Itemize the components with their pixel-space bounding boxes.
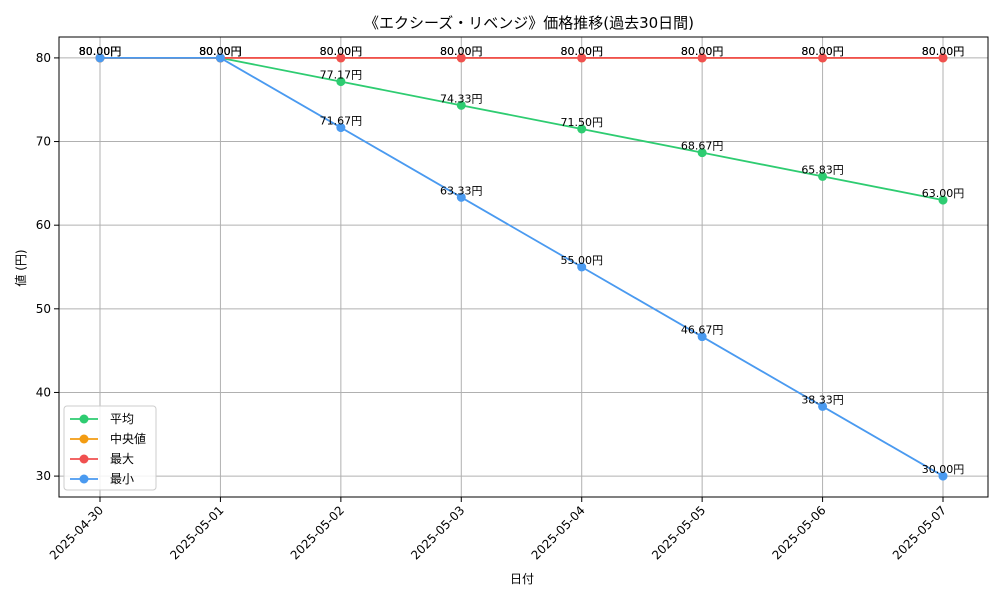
data-label: 80.00円	[199, 45, 242, 58]
data-label: 80.00円	[801, 45, 844, 58]
y-tick-label: 30	[36, 469, 51, 483]
y-tick-label: 70	[36, 135, 51, 149]
data-point	[697, 148, 707, 158]
data-label: 80.00円	[922, 45, 965, 58]
data-point	[577, 124, 587, 134]
x-axis-label: 日付	[510, 572, 534, 586]
data-point	[938, 471, 948, 481]
data-point	[456, 100, 466, 110]
series-3: 80.00円 80.00円 71.67円 63.33円 55.00円 46.67円 38.3…	[79, 45, 965, 481]
data-label: 80.00円	[922, 45, 965, 58]
data-label: 68.67円	[681, 140, 724, 153]
legend-marker	[79, 414, 89, 424]
y-axis-label: 値 (円)	[13, 249, 28, 286]
data-label: 80.00円	[801, 45, 844, 58]
series-line	[100, 57, 944, 201]
data-point	[577, 262, 587, 272]
data-point	[456, 53, 466, 63]
legend-box	[63, 405, 157, 491]
data-point	[938, 195, 948, 205]
data-label: 80.00円	[320, 45, 363, 58]
data-label: 63.00円	[922, 187, 965, 200]
data-label: 30.00円	[922, 463, 965, 476]
data-label: 80.00円	[560, 45, 603, 58]
data-label: 80.00円	[79, 45, 122, 58]
data-point	[697, 53, 707, 63]
data-label: 71.67円	[320, 115, 363, 128]
data-label: 80.00円	[440, 45, 483, 58]
legend-label: 平均	[110, 412, 134, 426]
legend-label: 中央値	[110, 431, 146, 446]
data-point	[697, 332, 707, 342]
series-layer: 80.00円 80.00円 77.17円 74.33円 71.50円 68.67円 65.8…	[79, 45, 965, 481]
data-label: 71.50円	[560, 116, 603, 129]
data-label: 80.00円	[320, 45, 363, 58]
data-point	[577, 53, 587, 63]
data-label: 80.00円	[79, 45, 122, 58]
data-point	[456, 192, 466, 202]
legend-marker	[79, 474, 89, 484]
data-label: 80.00円	[440, 45, 483, 58]
data-point	[336, 123, 346, 133]
chart-title: 《エクシーズ・リベンジ》価格推移(過去30日間)	[364, 14, 694, 32]
legend-marker	[79, 434, 89, 444]
legend-label: 最大	[110, 452, 134, 466]
data-point	[818, 53, 828, 63]
y-ticks: 30 40 50 60 70 80	[36, 51, 59, 483]
plot-frame	[58, 36, 989, 498]
data-label: 65.83円	[801, 163, 844, 176]
series-0: 80.00円 80.00円 77.17円 74.33円 71.50円 68.67円 65.8…	[79, 45, 965, 205]
y-tick-label: 60	[36, 218, 51, 232]
data-label: 77.17円	[320, 69, 363, 82]
data-point	[336, 77, 346, 87]
y-tick-label: 50	[36, 302, 51, 316]
data-label: 46.67円	[681, 324, 724, 337]
data-point	[215, 53, 225, 63]
legend-label: 最小	[110, 472, 134, 486]
data-label: 80.00円	[681, 45, 724, 58]
data-label: 80.00円	[199, 45, 242, 58]
data-point	[938, 53, 948, 63]
data-point	[336, 53, 346, 63]
data-label: 63.33円	[440, 184, 483, 197]
y-tick-label: 40	[36, 385, 51, 399]
data-label: 80.00円	[199, 45, 242, 58]
data-point	[818, 171, 828, 181]
legend-marker	[79, 454, 89, 464]
data-label: 80.00円	[199, 45, 242, 58]
data-point	[818, 401, 828, 411]
data-label: 55.00円	[560, 254, 603, 267]
series-line	[100, 57, 944, 477]
data-label: 80.00円	[79, 45, 122, 58]
data-label: 80.00円	[681, 45, 724, 58]
data-point	[95, 53, 105, 63]
data-label: 80.00円	[560, 45, 603, 58]
data-label: 74.33円	[440, 92, 483, 105]
data-label: 80.00円	[79, 45, 122, 58]
y-tick-label: 80	[36, 51, 51, 65]
data-label: 38.33円	[801, 393, 844, 406]
